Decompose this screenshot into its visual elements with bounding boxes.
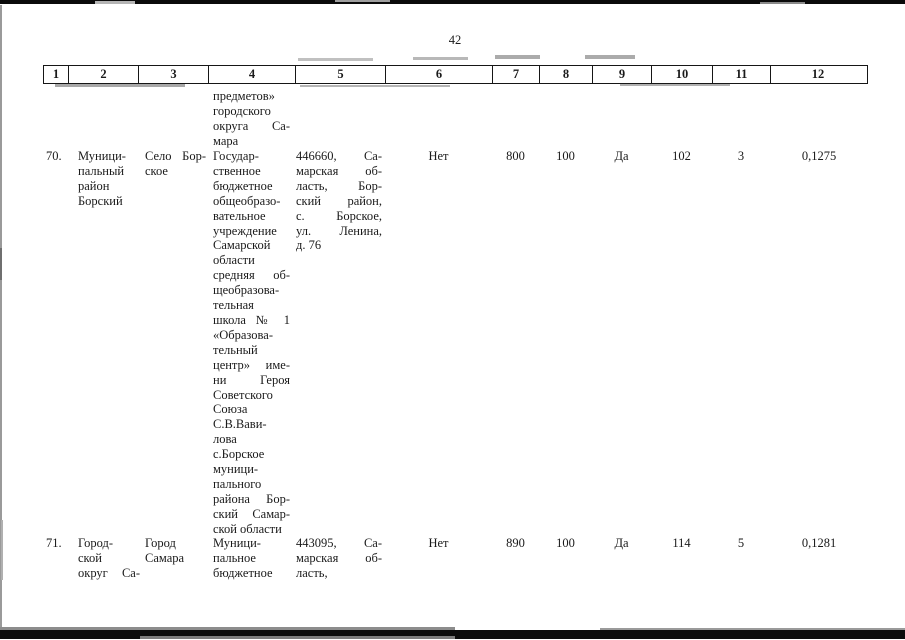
cell-col8-value: 100 [556, 149, 575, 163]
scan-artifact [620, 84, 730, 86]
scan-edge-top [0, 0, 905, 4]
header-cell-7: 7 [493, 66, 540, 83]
scan-artifact [760, 2, 805, 4]
cell-col7-value: 800 [506, 149, 525, 163]
scan-artifact [495, 55, 540, 59]
cell-col6-value: Нет [428, 149, 449, 163]
cell-col3-settlement: Село Бор-ское [145, 149, 206, 178]
scan-artifact [600, 628, 905, 630]
cell-col2-district: Муници-пальный район Борский [78, 149, 126, 208]
cell-col3-settlement: Город Самара [145, 536, 185, 565]
scan-artifact [413, 57, 468, 60]
cell-col5-address: 443095, Са-марская об-ласть, [296, 536, 382, 580]
cell-col9-value: Да [614, 149, 629, 163]
cell-col4-organization: Муници-пальное бюджетное [213, 536, 273, 580]
cell-col8-value: 100 [556, 536, 575, 550]
scan-artifact [298, 58, 373, 61]
header-cell-4: 4 [209, 66, 296, 83]
scan-edge-bottom [0, 630, 905, 639]
cell-col11-value: 5 [737, 536, 745, 550]
scan-artifact [140, 636, 455, 639]
header-cell-10: 10 [652, 66, 713, 83]
page-number: 42 [448, 33, 462, 47]
cell-col12-value: 0,1275 [801, 149, 837, 163]
cell-col6-value: Нет [428, 536, 449, 550]
scan-artifact [335, 0, 390, 2]
header-cell-12: 12 [811, 67, 825, 82]
cell-col11-value: 3 [737, 149, 745, 163]
scan-artifact [300, 85, 450, 87]
cell-col9-value: Да [614, 536, 629, 550]
scan-artifact [0, 627, 455, 630]
header-cell-9: 9 [593, 66, 652, 83]
scan-artifact [95, 1, 135, 4]
cell-col12-value: 0,1281 [801, 536, 837, 550]
scan-artifact [585, 55, 635, 59]
cell-col10-value: 102 [672, 149, 691, 163]
cell-col10-value: 114 [672, 536, 691, 550]
header-cell-11: 11 [713, 66, 771, 83]
cell-col5-address: 446660, Са-марская об-ласть, Бор-ский ра… [296, 149, 382, 253]
header-cell-1: 1 [44, 66, 69, 83]
scan-artifact [55, 84, 185, 87]
cell-col2-district: Город-ской округ Са- [78, 536, 140, 580]
header-cell-8: 8 [540, 66, 593, 83]
cell-col4-organization: Государ-ственное бюджетное общеобразо-вате… [213, 149, 290, 536]
cell-col7-value: 890 [506, 536, 525, 550]
header-cell-6: 6 [386, 66, 493, 83]
scan-artifact [0, 248, 2, 280]
table-header-row: 1 2 3 4 5 6 7 8 9 10 11 12 [43, 65, 868, 84]
header-cell-5: 5 [296, 66, 386, 83]
header-cell-2: 2 [69, 66, 139, 83]
scan-artifact [1, 520, 3, 580]
cell-col4-organization: предметов» городского округа Са-мара [213, 89, 290, 148]
header-cell-3: 3 [139, 66, 209, 83]
cell-col1-row-number: 71. [46, 536, 62, 550]
scan-edge-left [0, 5, 2, 632]
cell-col1-row-number: 70. [46, 149, 62, 163]
